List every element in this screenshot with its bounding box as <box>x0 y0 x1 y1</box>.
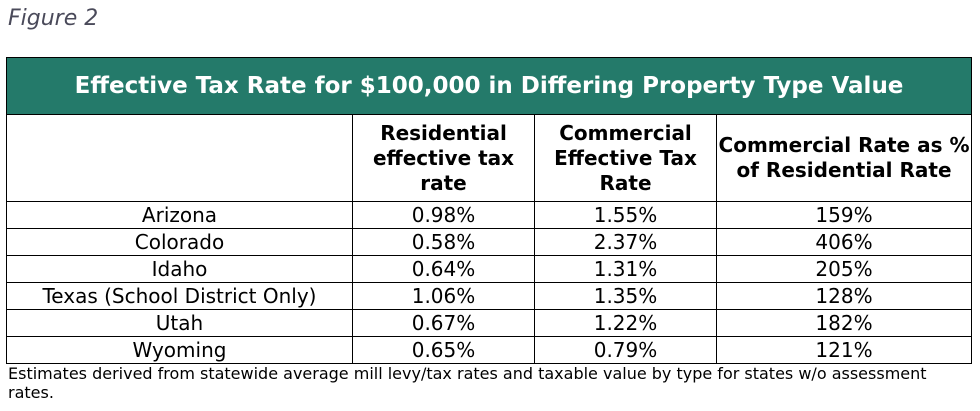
residential-rate-cell: 0.58% <box>352 228 535 256</box>
table-row: Utah 0.67% 1.22% 182% <box>6 309 973 337</box>
table-title: Effective Tax Rate for $100,000 in Diffe… <box>5 57 973 115</box>
commercial-rate-cell: 2.37% <box>534 228 717 256</box>
table-row: Wyoming 0.65% 0.79% 121% <box>6 336 973 364</box>
residential-rate-cell: 0.65% <box>352 336 535 364</box>
commercial-rate-cell: 1.55% <box>534 201 717 229</box>
residential-rate-cell: 0.64% <box>352 255 535 283</box>
ratio-cell: 121% <box>715 336 973 364</box>
ratio-cell: 159% <box>715 201 973 229</box>
tax-rate-table: Effective Tax Rate for $100,000 in Diffe… <box>5 57 973 364</box>
commercial-rate-cell: 1.22% <box>534 309 717 337</box>
table-row: Texas (School District Only) 1.06% 1.35%… <box>6 282 973 310</box>
state-cell: Idaho <box>6 255 353 283</box>
figure-label: Figure 2 <box>8 6 99 31</box>
table-row: Colorado 0.58% 2.37% 406% <box>6 228 973 256</box>
residential-rate-cell: 0.98% <box>352 201 535 229</box>
tax-rate-table-container: Effective Tax Rate for $100,000 in Diffe… <box>5 57 973 364</box>
table-row: Idaho 0.64% 1.31% 205% <box>6 255 973 283</box>
residential-rate-cell: 0.67% <box>352 309 535 337</box>
column-header-ratio: Commercial Rate as % of Residential Rate <box>715 114 973 202</box>
column-header-commercial: Commercial Effective Tax Rate <box>534 114 717 202</box>
ratio-cell: 406% <box>715 228 973 256</box>
table-header-row: Residential effective tax rate Commercia… <box>6 114 973 202</box>
ratio-cell: 182% <box>715 309 973 337</box>
commercial-rate-cell: 1.31% <box>534 255 717 283</box>
state-cell: Utah <box>6 309 353 337</box>
state-cell: Arizona <box>6 201 353 229</box>
table-title-row: Effective Tax Rate for $100,000 in Diffe… <box>5 57 973 115</box>
ratio-cell: 128% <box>715 282 973 310</box>
column-header-residential: Residential effective tax rate <box>352 114 535 202</box>
column-header-state <box>6 114 353 202</box>
state-cell: Wyoming <box>6 336 353 364</box>
residential-rate-cell: 1.06% <box>352 282 535 310</box>
ratio-cell: 205% <box>715 255 973 283</box>
state-cell: Colorado <box>6 228 353 256</box>
state-cell: Texas (School District Only) <box>6 282 353 310</box>
table-row: Arizona 0.98% 1.55% 159% <box>6 201 973 229</box>
commercial-rate-cell: 1.35% <box>534 282 717 310</box>
commercial-rate-cell: 0.79% <box>534 336 717 364</box>
footnote: Estimates derived from statewide average… <box>8 364 927 402</box>
